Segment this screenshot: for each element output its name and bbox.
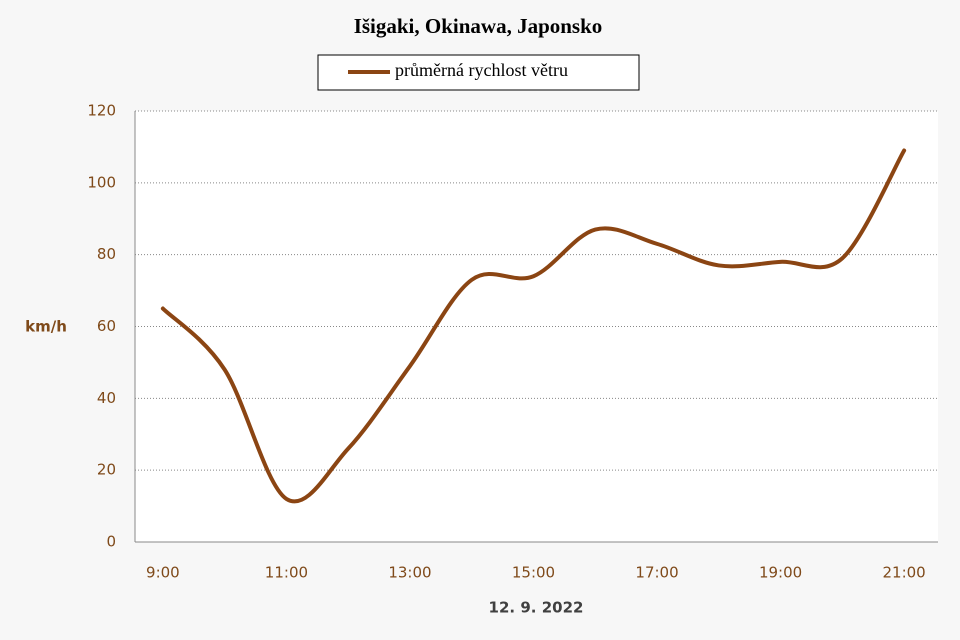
y-tick-label: 60 (97, 317, 116, 335)
legend-label: průměrná rychlost větru (395, 60, 568, 80)
y-tick-label: 40 (97, 389, 116, 407)
y-tick-label: 20 (97, 461, 116, 479)
y-tick-label: 80 (97, 245, 116, 263)
x-tick-label: 19:00 (759, 564, 802, 582)
x-tick-label: 21:00 (882, 564, 925, 582)
x-axis-label: 12. 9. 2022 (489, 599, 584, 617)
line-series (160, 148, 907, 504)
x-tick-label: 17:00 (635, 564, 678, 582)
x-tick-label: 13:00 (388, 564, 431, 582)
chart-title: Išigaki, Okinawa, Japonsko (354, 14, 603, 38)
y-tick-label: 120 (87, 102, 116, 120)
y-tick-label: 100 (87, 173, 116, 191)
y-axis-label: km/h (25, 318, 67, 336)
x-tick-label: 15:00 (512, 564, 555, 582)
x-tick-label: 9:00 (146, 564, 180, 582)
y-tick-label: 0 (106, 533, 116, 551)
x-tick-label: 11:00 (265, 564, 308, 582)
